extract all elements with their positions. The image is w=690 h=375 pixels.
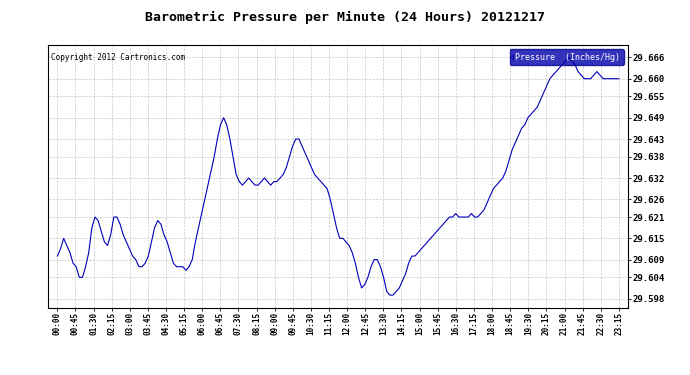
Legend: Pressure  (Inches/Hg): Pressure (Inches/Hg) <box>510 49 624 65</box>
Text: Copyright 2012 Cartronics.com: Copyright 2012 Cartronics.com <box>51 53 186 62</box>
Text: Barometric Pressure per Minute (24 Hours) 20121217: Barometric Pressure per Minute (24 Hours… <box>145 11 545 24</box>
